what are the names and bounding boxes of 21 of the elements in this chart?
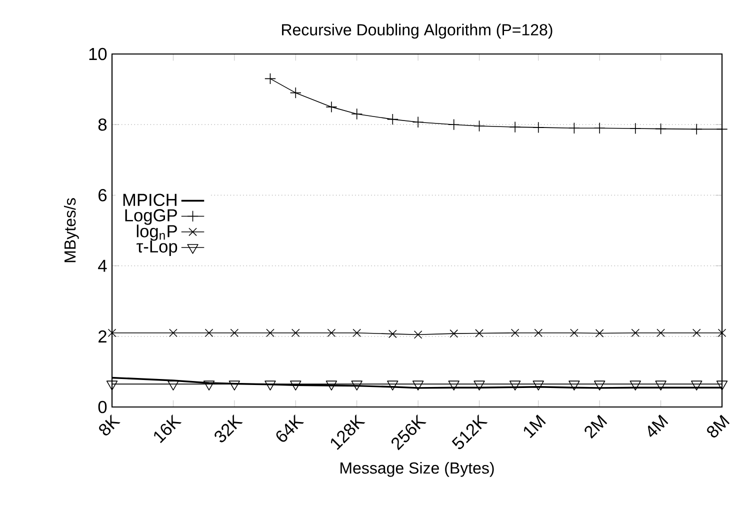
x-tick-label: 64K [276,414,304,442]
y-axis-title: MBytes/s [64,198,79,262]
y-tick-label: 0 [98,400,107,414]
legend-label: log$_{n}$P [136,224,177,241]
y-tick-label: 4 [98,260,107,272]
x-tick-label: 8M [707,414,730,438]
x-tick-label: 1M [524,414,546,438]
y-tick-label: 6 [98,189,107,202]
x-tick-label: 2M [584,414,608,439]
legend-label: LogGP [125,209,177,225]
x-tick-label: 4M [648,414,668,437]
x-tick-label: 8K [99,414,120,436]
x-tick-label: 32K [214,414,243,442]
x-tick-label: 16K [154,414,182,444]
y-tick-label: 2 [98,330,106,342]
y-tick-label: 10 [89,48,107,60]
chart-title: Recursive Doubling Algorithm (P=128) [282,24,552,39]
x-axis-title: Message Size (Bytes) [340,462,494,477]
y-tick-label: 8 [98,118,107,131]
legend-label: τ-Lop [136,240,178,256]
legend-label: MPICH [123,194,176,206]
